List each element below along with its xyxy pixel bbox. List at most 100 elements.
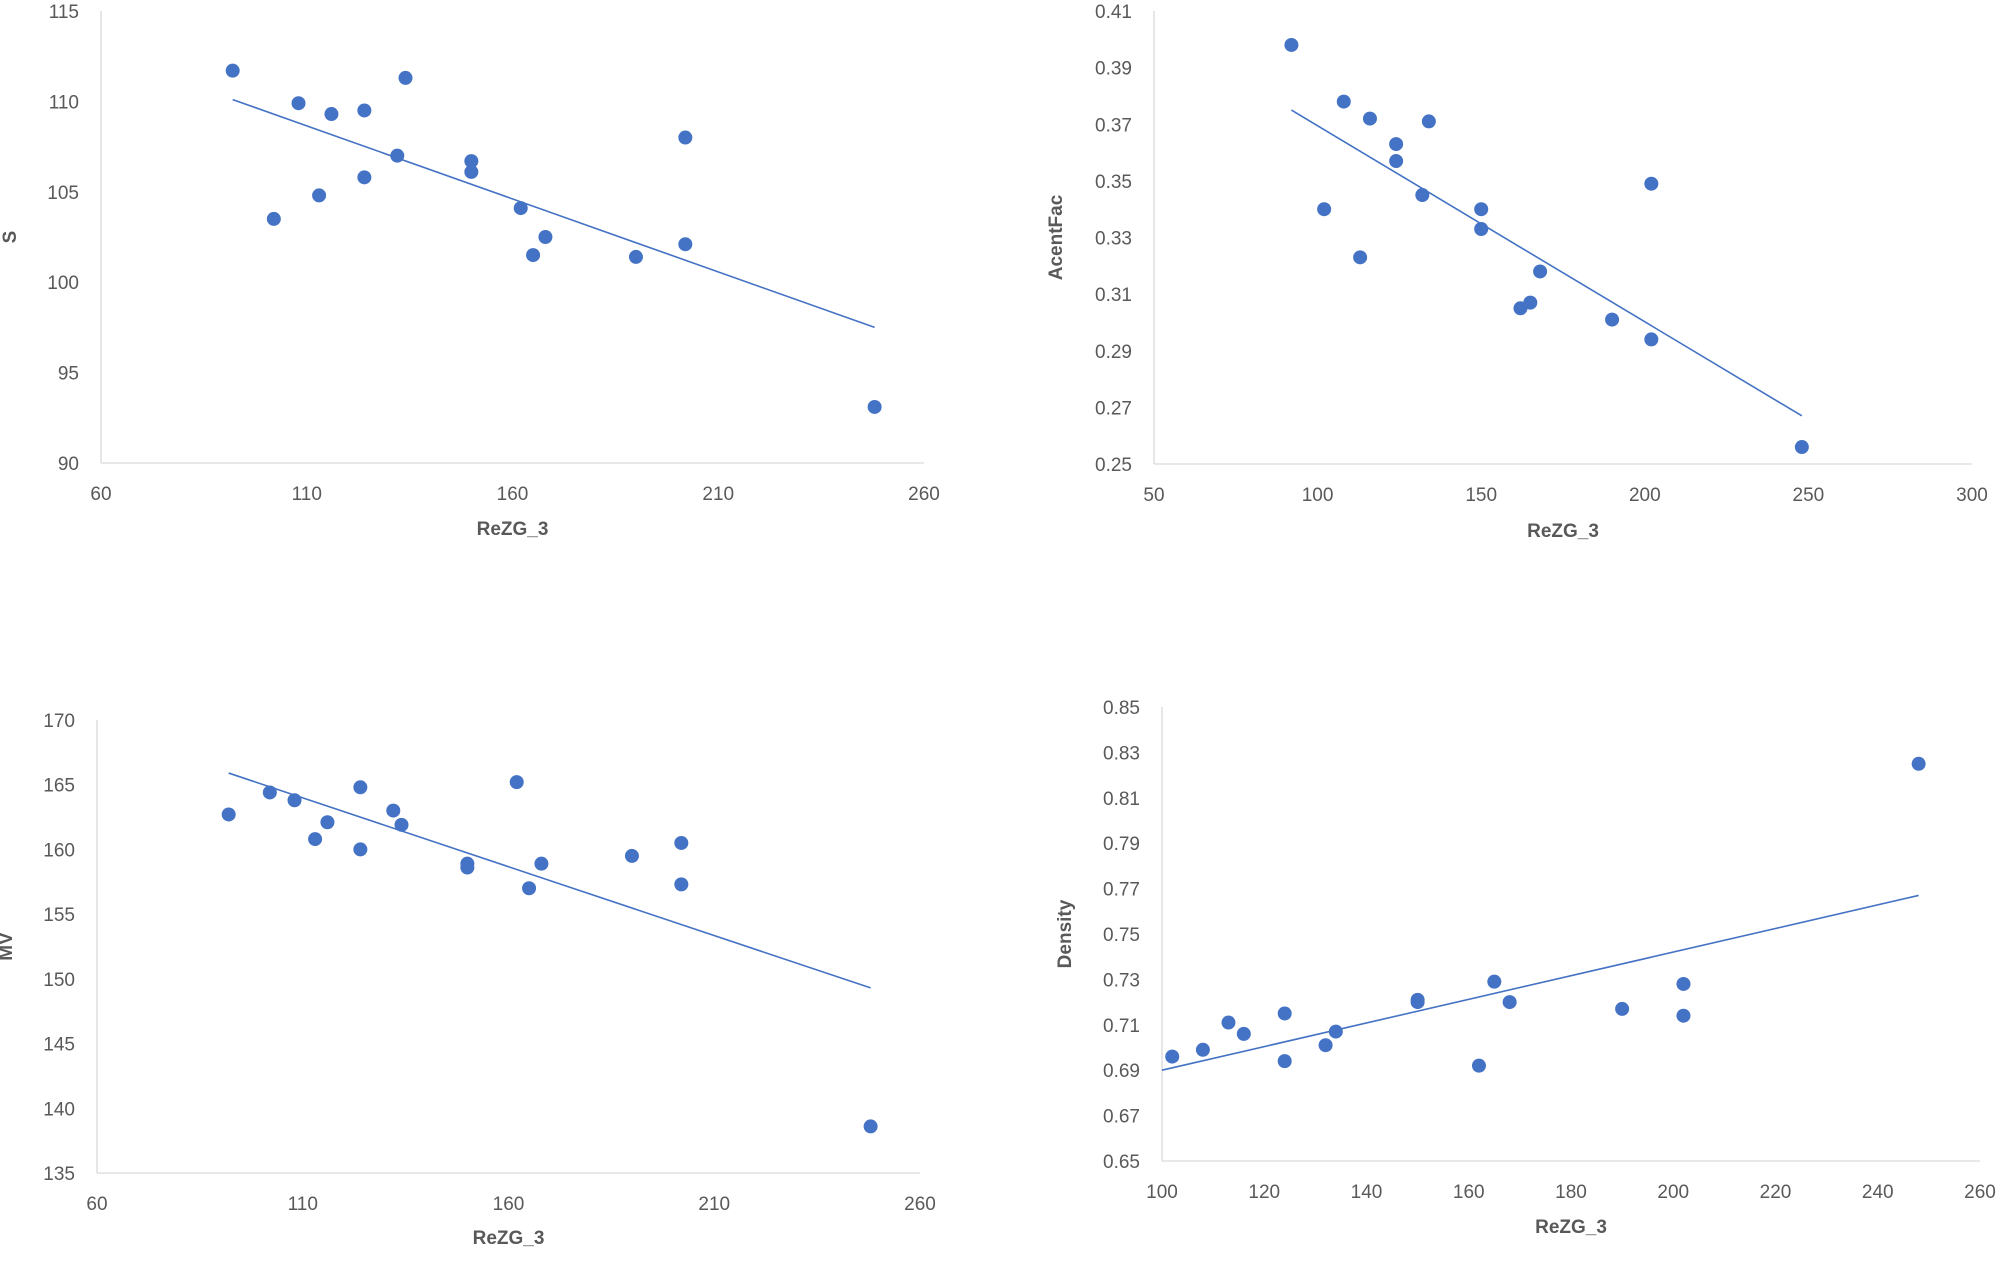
chart3-data-point: [308, 832, 323, 847]
chart1-y-tick-label: 90: [58, 454, 79, 475]
chart3-data-point: [353, 780, 368, 795]
chart4-x-tick-label: 140: [1351, 1182, 1383, 1203]
chart2-y-tick-label: 0.41: [1095, 2, 1132, 23]
chart1-y-tick-label: 100: [47, 273, 79, 294]
chart2-x-tick-label: 50: [1143, 485, 1164, 506]
chart2-x-tick-label: 300: [1956, 485, 1988, 506]
chart2-data-point: [1415, 188, 1430, 203]
chart2-x-tick-label: 150: [1465, 485, 1497, 506]
chart3-data-point: [287, 793, 302, 808]
chart1-data-point: [312, 188, 327, 203]
chart4-y-tick-label: 0.75: [1103, 925, 1140, 946]
chart2-data-point: [1389, 137, 1404, 152]
chart4-y-tick-label: 0.83: [1103, 743, 1140, 764]
chart4-y-tick-label: 0.85: [1103, 698, 1140, 719]
chart2-data-point: [1474, 222, 1489, 237]
chart1-data-point: [513, 201, 528, 216]
chart3-y-tick-label: 170: [43, 711, 75, 732]
chart4-y-tick-label: 0.67: [1103, 1107, 1140, 1128]
chart1-data-point: [678, 237, 693, 252]
chart3-x-tick-label: 60: [86, 1194, 107, 1215]
chart4-y-tick-label: 0.73: [1103, 970, 1140, 991]
chart1-data-point: [390, 148, 405, 163]
chart2-y-tick-label: 0.35: [1095, 172, 1132, 193]
chart3-data-point: [262, 785, 277, 800]
chart3-y-tick-label: 165: [43, 776, 75, 797]
chart4-y-tick-label: 0.71: [1103, 1016, 1140, 1037]
chart2-data-point: [1317, 202, 1332, 217]
chart1-data-point: [538, 230, 553, 244]
chart3-trendline: [228, 772, 871, 989]
chart1-x-tick-label: 210: [702, 484, 734, 505]
chart4-data-point: [1615, 1001, 1630, 1016]
chart4-data-point: [1195, 1042, 1210, 1057]
chart2-data-point: [1421, 114, 1436, 129]
chart4-data-point: [1236, 1026, 1251, 1041]
chart2-y-tick-label: 0.31: [1095, 285, 1132, 306]
chart3-x-tick-label: 160: [493, 1194, 525, 1215]
chart3-y-axis-label: MV: [0, 932, 17, 961]
chart3-y-tick-label: 145: [43, 1035, 75, 1056]
chart3-y-tick-label: 150: [43, 970, 75, 991]
chart2-data-point: [1284, 37, 1299, 52]
chart4-data-point: [1487, 974, 1502, 989]
chart4-y-tick-label: 0.77: [1103, 880, 1140, 901]
chart4-x-tick-label: 120: [1248, 1182, 1280, 1203]
chart2-data-point: [1533, 264, 1548, 279]
chart4-data-point: [1318, 1038, 1333, 1053]
chart3-data-point: [221, 807, 236, 822]
chart1-x-tick-label: 160: [497, 484, 529, 505]
chart1-data-point: [357, 170, 372, 185]
chart3-data-point: [674, 877, 689, 892]
chart1-y-tick-label: 115: [49, 2, 79, 23]
chart4-data-point: [1502, 995, 1517, 1010]
chart3-y-tick-label: 135: [43, 1164, 75, 1185]
chart4-y-axis-label: Density: [1055, 899, 1076, 968]
chart3-y-tick-label: 155: [43, 905, 75, 926]
chart4-data-point: [1410, 995, 1425, 1010]
chart2-y-tick-label: 0.29: [1095, 342, 1132, 363]
chart4-y-tick-label: 0.79: [1103, 834, 1140, 855]
chart4-data-point: [1328, 1024, 1343, 1039]
chart3-data-point: [460, 860, 475, 875]
chart3-y-tick-label: 140: [43, 1099, 75, 1120]
chart4-trendline: [1161, 894, 1919, 1071]
chart4-x-tick-label: 220: [1760, 1182, 1792, 1203]
chart4-data-point: [1911, 756, 1926, 771]
chart4-data-point: [1471, 1058, 1486, 1073]
chart1-trendline: [232, 98, 875, 329]
chart1-data-point: [526, 248, 541, 263]
chart4-x-tick-label: 200: [1657, 1182, 1689, 1203]
chart4-y-tick-label: 0.65: [1103, 1152, 1140, 1173]
chart2-data-point: [1362, 111, 1377, 126]
chart2-data-point: [1389, 154, 1404, 169]
chart3-data-point: [353, 842, 368, 857]
chart2-y-tick-label: 0.39: [1095, 59, 1132, 80]
chart2-data-point: [1474, 202, 1489, 217]
chart2-x-tick-label: 200: [1629, 485, 1661, 506]
chart4-data-point: [1165, 1049, 1180, 1064]
chart3-data-point: [534, 856, 549, 871]
chart2-data-point: [1644, 332, 1659, 347]
chart4-x-tick-label: 260: [1964, 1182, 1996, 1203]
chart1-data-point: [464, 164, 479, 179]
chart2-y-axis-label: AcentFac: [1046, 194, 1067, 280]
chart1-data-point: [678, 130, 693, 145]
chart2-data-point: [1336, 94, 1351, 109]
chart1-x-tick-label: 60: [90, 484, 111, 505]
chart4-y-tick-label: 0.81: [1103, 789, 1140, 810]
chart3-data-point: [522, 881, 537, 896]
chart2-y-tick-label: 0.33: [1095, 229, 1132, 250]
chart1-data-point: [357, 103, 372, 118]
chart4-x-tick-label: 160: [1453, 1182, 1485, 1203]
chart1-data-point: [324, 107, 339, 122]
chart1-x-axis-label: ReZG_3: [477, 519, 549, 540]
chart4-data-point: [1676, 976, 1691, 991]
chart2-data-point: [1523, 295, 1538, 310]
chart2-data-point: [1605, 312, 1620, 327]
chart2-x-tick-label: 250: [1793, 485, 1825, 506]
chart4-x-tick-label: 240: [1862, 1182, 1894, 1203]
chart1-x-tick-label: 110: [292, 484, 322, 505]
chart2-trendline: [1291, 109, 1803, 417]
